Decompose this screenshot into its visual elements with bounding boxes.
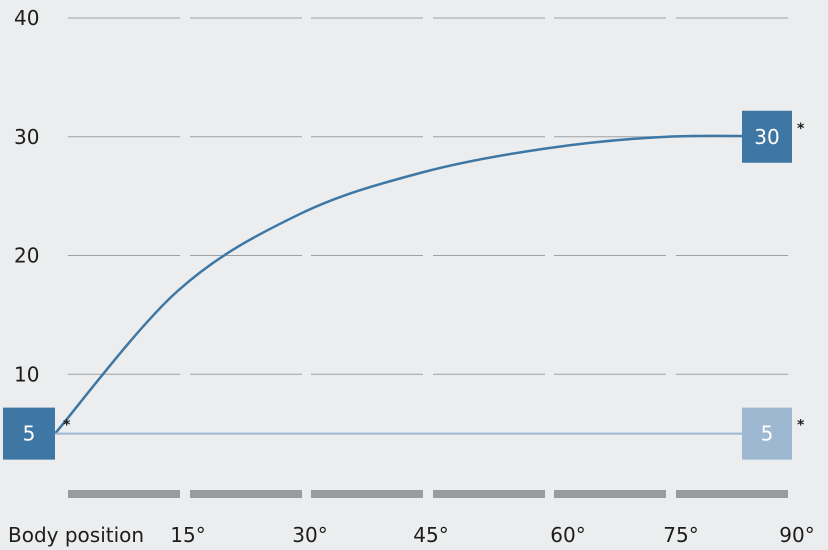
end-label-light-text: 5	[761, 422, 774, 446]
baseline-bar-3	[433, 490, 545, 498]
x-tick-label: 45°	[413, 523, 448, 547]
x-tick-label: 90°	[779, 523, 814, 547]
end-label-dark-box	[742, 110, 792, 163]
baseline-bar-2	[311, 490, 423, 498]
end-label-dark-text: 30	[754, 125, 779, 149]
start-label-dark-text: 5	[23, 422, 36, 446]
y-tick-label: 20	[14, 244, 39, 268]
baseline-bar-5	[676, 490, 788, 498]
x-tick-label: 60°	[550, 523, 585, 547]
series-lines	[54, 134, 791, 435]
y-tick-labels: 10 20 30 40	[14, 6, 39, 386]
endpoint-labels: 5 * 30 * 5 *	[3, 110, 805, 460]
x-tick-labels: Body position 15° 30° 45° 60° 75° 90°	[8, 523, 815, 547]
end-marker-light: *	[797, 418, 805, 434]
baseline-bar-4	[554, 490, 666, 498]
start-marker-dark: *	[63, 418, 71, 434]
x-tick-label: 75°	[663, 523, 698, 547]
baseline-bar-1	[190, 490, 302, 498]
baseline-bar-0	[68, 490, 180, 498]
y-tick-label: 30	[14, 125, 39, 149]
x-tick-label: 15°	[170, 523, 205, 547]
start-label-dark-box	[3, 407, 55, 460]
x-axis-label: Body position	[8, 523, 144, 547]
grid-lines	[68, 17, 788, 375]
y-tick-label: 40	[14, 6, 39, 30]
baseline-bars	[68, 490, 788, 498]
y-tick-label: 10	[14, 362, 39, 386]
end-marker-dark: *	[797, 121, 805, 137]
x-tick-label: 30°	[292, 523, 327, 547]
series-line-0	[54, 134, 791, 435]
end-label-light-box	[742, 407, 792, 460]
